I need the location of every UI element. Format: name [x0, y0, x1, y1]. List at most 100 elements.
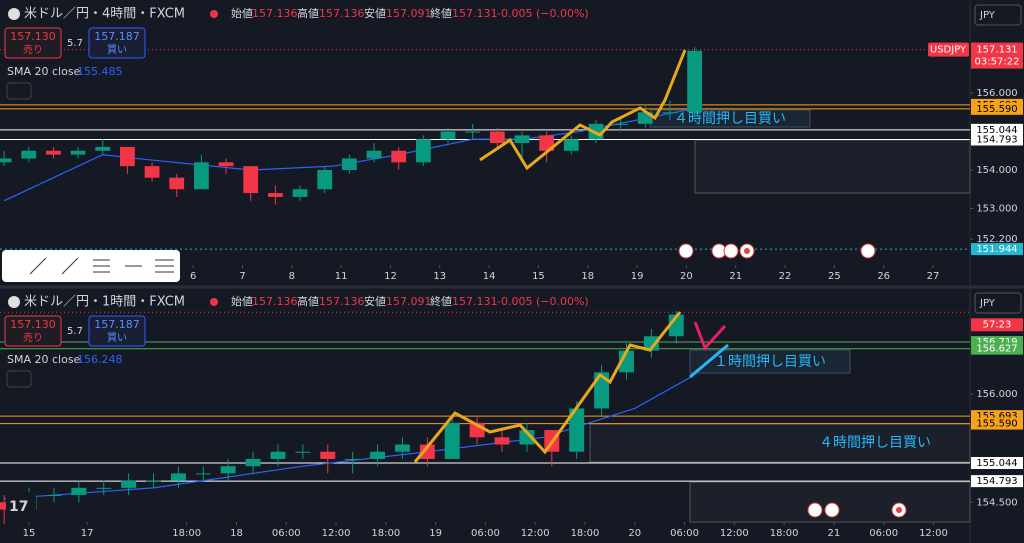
- arrow-drawing: [689, 343, 729, 379]
- quote-open: 157.136: [252, 295, 298, 308]
- chart-title: 米ドル／円・1時間・FXCM: [24, 295, 185, 310]
- x-tick-label: 06:00: [869, 528, 898, 539]
- quote-open: 157.136: [252, 7, 298, 20]
- sell-button[interactable]: [4, 27, 62, 59]
- quote-high: 157.136: [319, 7, 365, 20]
- x-tick-label: 06:00: [272, 528, 301, 539]
- x-tick-label: 19: [631, 271, 644, 282]
- level-label-box: [971, 123, 1023, 136]
- label-box: [689, 349, 851, 374]
- x-tick-label: 18:00: [571, 528, 600, 539]
- level-label-box: [971, 243, 1023, 256]
- candle-body: [218, 162, 234, 167]
- currency-box[interactable]: [974, 292, 1022, 314]
- candle-body: [489, 131, 505, 144]
- candle-body: [267, 193, 283, 197]
- buy-button[interactable]: [88, 315, 146, 347]
- y-tick-label: 156.000: [976, 389, 1017, 400]
- sell-label: 売り: [23, 331, 43, 344]
- level-label: 155.590: [976, 419, 1017, 430]
- buy-label: 買い: [107, 44, 127, 56]
- x-tick-label: 14: [483, 271, 496, 282]
- countdown: 57:23: [983, 319, 1012, 330]
- indicator-value: 155.485: [77, 65, 123, 78]
- quote-close-label: 終値: [430, 6, 452, 20]
- y-tick-label: 154.500: [976, 497, 1017, 508]
- x-tick-label: 18:00: [770, 528, 799, 539]
- x-tick-label: 18:00: [371, 528, 400, 539]
- candle-body: [320, 451, 336, 459]
- level-label-box: [971, 102, 1023, 115]
- countdown-box: [971, 318, 1023, 332]
- x-tick-label: 12:00: [322, 528, 351, 539]
- candle-body: [440, 131, 456, 140]
- drawing-toolbar[interactable]: [2, 250, 180, 282]
- tv-logo: 17: [6, 492, 36, 522]
- quote-low: 157.091: [386, 7, 432, 20]
- x-tick-label: 18: [581, 271, 594, 282]
- x-tick-label: 8: [289, 271, 295, 282]
- quote-close: 157.131: [452, 295, 498, 308]
- candle-body: [245, 458, 261, 467]
- event-icons[interactable]: [678, 243, 907, 518]
- x-tick-label: 20: [628, 528, 641, 539]
- indicator-name: SMA 20 close: [7, 353, 81, 366]
- buy-button[interactable]: [88, 27, 146, 59]
- level-label-box: [971, 342, 1023, 355]
- currency: JPY: [979, 298, 996, 309]
- x-tick-label: 25: [828, 271, 841, 282]
- candle-body: [444, 422, 460, 459]
- candle-body: [0, 502, 12, 510]
- candle-body: [120, 146, 135, 167]
- zigzag-drawing: [413, 311, 682, 463]
- status-dot: [210, 298, 218, 306]
- quote-change: -0.005 (−0.00%): [497, 295, 589, 308]
- sell-button[interactable]: [4, 315, 62, 347]
- spread: 5.7: [67, 38, 83, 49]
- level-label-box: [971, 457, 1023, 470]
- chart-title: 米ドル／円・4時間・FXCM: [24, 7, 185, 22]
- x-tick-label: 18:00: [172, 528, 201, 539]
- zone-box: [589, 423, 971, 463]
- buy-label: 買い: [107, 332, 127, 344]
- zone-box: [694, 139, 971, 194]
- quote-close-label: 終値: [430, 294, 452, 308]
- candle-body: [21, 150, 37, 159]
- candle-body: [415, 139, 431, 163]
- quote-high: 157.136: [319, 295, 365, 308]
- candle-body: [46, 495, 62, 497]
- svg-text:17: 17: [9, 499, 28, 515]
- level-label: 154.793: [976, 135, 1017, 146]
- x-tick-label: 6: [190, 271, 196, 282]
- quote-open-label: 始値: [231, 6, 253, 20]
- candle-body: [569, 408, 585, 452]
- candle-body: [71, 487, 87, 496]
- collapse-button[interactable]: [6, 370, 32, 388]
- candle-body: [243, 166, 259, 194]
- level-label: 156.719: [976, 337, 1017, 348]
- x-tick-label: 15: [532, 271, 545, 282]
- candle-body: [95, 146, 111, 151]
- symbol-box: [928, 42, 969, 57]
- currency: JPY: [979, 10, 996, 21]
- candle-body: [539, 135, 555, 151]
- x-tick-label: 20: [680, 271, 693, 282]
- candle-body: [317, 170, 333, 190]
- collapse-button[interactable]: [6, 82, 32, 100]
- quote-close: 157.131: [452, 7, 498, 20]
- quote-high-label: 高値: [297, 6, 319, 20]
- candle-body: [370, 451, 386, 459]
- candle-body: [195, 473, 211, 475]
- x-tick-label: 18: [230, 528, 243, 539]
- quote-low: 157.091: [386, 295, 432, 308]
- level-label-box: [971, 133, 1023, 146]
- x-tick-label: 19: [429, 528, 442, 539]
- candle-body: [563, 139, 579, 151]
- indicator-value: 156.248: [77, 353, 123, 366]
- currency-box[interactable]: [974, 4, 1022, 26]
- x-tick-label: 12:00: [720, 528, 749, 539]
- annotation: ４時間押し目買い: [674, 111, 786, 127]
- symbol-icon: [8, 296, 20, 308]
